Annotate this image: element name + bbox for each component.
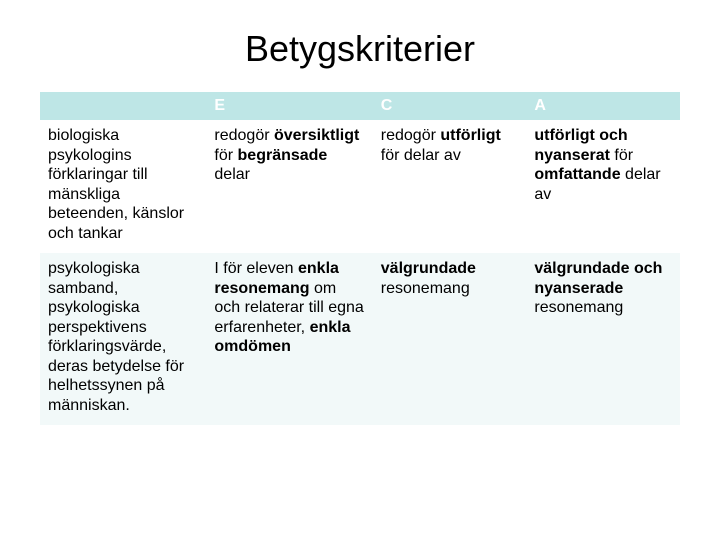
- page-title: Betygskriterier: [40, 28, 680, 70]
- criteria-table: E C A biologiska psykologins förklaringa…: [40, 92, 680, 425]
- table-row: biologiska psykologins förklaringar till…: [40, 120, 680, 253]
- col-header-a: A: [526, 92, 680, 120]
- table-row: psykologiska samband, psykologiska persp…: [40, 253, 680, 425]
- cell-a: utförligt och nyanserat för omfattande d…: [526, 120, 680, 253]
- cell-e: I för eleven enkla resonemang om och rel…: [206, 253, 372, 425]
- row-label: biologiska psykologins förklaringar till…: [40, 120, 206, 253]
- cell-c: redogör utförligt för delar av: [373, 120, 527, 253]
- row-label: psykologiska samband, psykologiska persp…: [40, 253, 206, 425]
- col-header-blank: [40, 92, 206, 120]
- cell-e: redogör översiktligt för begränsade dela…: [206, 120, 372, 253]
- cell-a: välgrundade och nyanserade resonemang: [526, 253, 680, 425]
- cell-c: välgrundade resonemang: [373, 253, 527, 425]
- table-header-row: E C A: [40, 92, 680, 120]
- col-header-e: E: [206, 92, 372, 120]
- col-header-c: C: [373, 92, 527, 120]
- slide: Betygskriterier E C A biologiska psykolo…: [0, 0, 720, 540]
